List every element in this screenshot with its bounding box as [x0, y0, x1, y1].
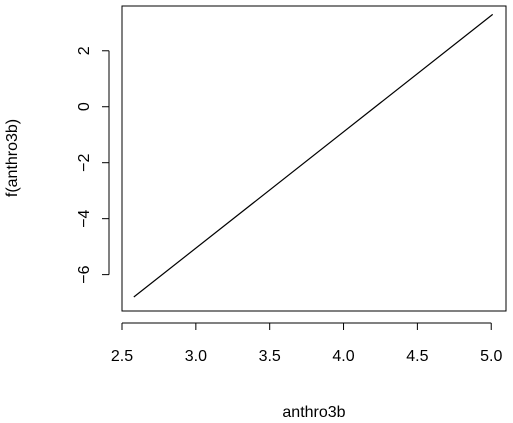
series-line — [133, 13, 494, 298]
y-tick-label: 0 — [76, 102, 93, 111]
y-axis: −6 −4 −2 0 2 — [76, 46, 110, 284]
y-tick-label: −2 — [76, 153, 93, 171]
x-tick-label: 5.0 — [480, 348, 502, 365]
x-tick-label: 3.5 — [259, 348, 281, 365]
y-axis-label: f(anthro3b) — [4, 119, 21, 197]
y-tick-label: 2 — [76, 46, 93, 55]
plot-box — [121, 5, 507, 312]
y-tick-label: −6 — [76, 265, 93, 283]
series-layer — [133, 13, 494, 298]
x-axis: 2.5 3.0 3.5 4.0 4.5 5.0 — [111, 322, 502, 365]
x-axis-label: anthro3b — [282, 404, 345, 421]
y-tick-label: −4 — [76, 209, 93, 227]
x-tick-label: 2.5 — [111, 348, 133, 365]
x-tick-label: 3.0 — [185, 348, 207, 365]
x-tick-label: 4.5 — [406, 348, 428, 365]
x-tick-label: 4.0 — [332, 348, 354, 365]
